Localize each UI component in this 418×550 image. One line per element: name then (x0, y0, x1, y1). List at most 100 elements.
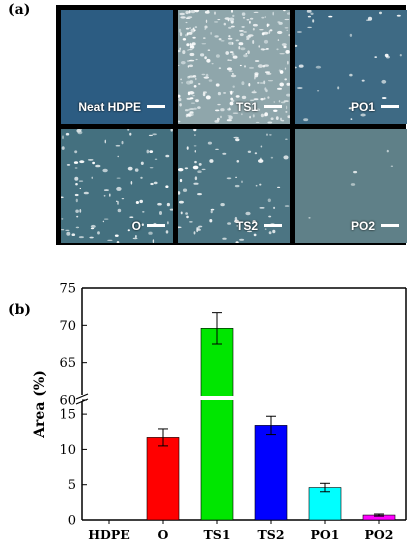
particle (381, 97, 387, 99)
particle (220, 203, 225, 207)
particle (267, 96, 270, 99)
particle (361, 79, 365, 82)
particle (285, 50, 290, 54)
particle (228, 107, 231, 110)
particle (249, 115, 251, 119)
particle (217, 19, 221, 21)
particle (229, 91, 234, 93)
particle (238, 42, 244, 46)
particle (182, 38, 187, 41)
particle (205, 19, 208, 23)
particle (185, 21, 188, 24)
axis-break-gap (83, 396, 405, 400)
particle (277, 39, 280, 41)
particle (258, 45, 260, 48)
particle (194, 134, 196, 136)
particle (170, 129, 173, 132)
particle (152, 133, 157, 136)
particle (295, 66, 297, 69)
particle (278, 100, 281, 103)
particle (286, 12, 290, 15)
particle (236, 160, 240, 163)
particle (79, 187, 81, 190)
particle (62, 135, 64, 140)
particle (196, 226, 200, 230)
particle (247, 150, 252, 153)
particle (396, 14, 401, 17)
particle (214, 120, 220, 123)
particle (178, 226, 182, 229)
particle (197, 170, 202, 173)
particle (279, 82, 284, 87)
particle (178, 49, 181, 53)
particle (115, 144, 121, 147)
particle (297, 87, 303, 89)
particle (190, 102, 196, 104)
particle (198, 163, 202, 166)
particle (273, 206, 276, 209)
particle (167, 221, 169, 225)
particle (187, 65, 190, 68)
particle (263, 64, 269, 67)
particle (255, 184, 258, 187)
particle (194, 10, 200, 13)
bar (254, 425, 288, 521)
particle (254, 60, 260, 62)
particle (258, 159, 264, 163)
particle (350, 183, 356, 186)
particle (201, 43, 207, 45)
particle (266, 73, 272, 75)
particle (198, 83, 201, 85)
particle (236, 224, 238, 227)
particle (259, 207, 265, 209)
particle (178, 120, 181, 123)
particle (269, 134, 272, 136)
particle (76, 215, 79, 218)
particle (239, 238, 245, 241)
particle (308, 217, 311, 219)
particle (178, 168, 184, 172)
particle (198, 225, 203, 228)
particle (228, 70, 233, 72)
particle (259, 183, 262, 186)
particle (189, 221, 193, 223)
axis-break-mark (75, 393, 89, 400)
particle (79, 160, 85, 164)
particle (249, 66, 254, 69)
particle (252, 23, 258, 27)
particle (272, 11, 274, 16)
particle (230, 97, 234, 101)
particle (260, 48, 265, 51)
particle (246, 19, 250, 21)
particle (116, 177, 121, 179)
particle (268, 231, 272, 235)
particle (204, 28, 207, 30)
particle (188, 91, 195, 95)
particle (193, 29, 196, 32)
particle (280, 101, 286, 104)
y-tick-label: 15 (59, 408, 76, 423)
particle (180, 211, 183, 215)
particle (229, 17, 235, 22)
particle (210, 210, 213, 214)
particle (116, 200, 118, 202)
particle (195, 58, 198, 61)
particle (241, 26, 245, 28)
particle (275, 116, 279, 120)
particle (205, 73, 209, 78)
particle (74, 176, 79, 181)
particle (103, 218, 109, 220)
particle (79, 209, 82, 213)
particle (109, 193, 111, 197)
particle (253, 98, 259, 101)
particle (228, 35, 231, 38)
micrograph-grid: Neat HDPE TS1 PO1 O TS2 PO2 (56, 5, 407, 245)
particle (232, 112, 239, 114)
particle (65, 229, 70, 231)
particle (208, 79, 213, 82)
particle (193, 182, 199, 185)
particle (259, 82, 264, 84)
particle (121, 198, 125, 200)
particle (185, 212, 188, 215)
particle (83, 191, 89, 195)
